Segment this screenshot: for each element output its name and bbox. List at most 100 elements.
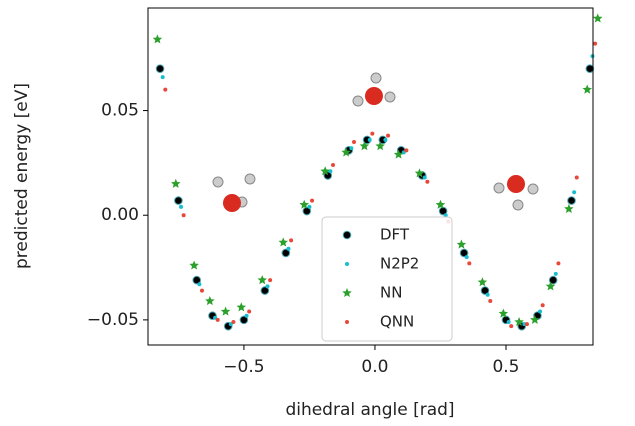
- dot-marker: [488, 299, 493, 304]
- dot-marker: [163, 87, 168, 92]
- dot-marker: [422, 175, 427, 180]
- dot-marker: [328, 169, 333, 174]
- star-marker: [456, 239, 467, 249]
- circle-marker: [155, 64, 165, 74]
- axes-frame: [147, 7, 594, 346]
- star-marker: [257, 275, 267, 285]
- dot-marker: [593, 41, 598, 46]
- y-tick-label: −0.05: [87, 310, 139, 330]
- dot-marker: [244, 313, 249, 318]
- molecule-icon: [493, 175, 539, 211]
- circle-marker: [281, 248, 291, 258]
- star-marker: [564, 203, 574, 213]
- dot-marker: [467, 261, 472, 266]
- star-marker: [393, 149, 404, 159]
- star-marker: [320, 166, 330, 176]
- star-marker: [205, 296, 215, 306]
- star-marker: [498, 308, 509, 318]
- circle-marker: [174, 196, 183, 205]
- dot-marker: [349, 146, 354, 151]
- dot-marker: [199, 288, 204, 293]
- dot-marker: [310, 198, 315, 203]
- circle-marker: [239, 315, 249, 325]
- circle-marker: [302, 206, 312, 216]
- legend-swatch: [342, 288, 352, 297]
- dot-marker: [572, 190, 577, 195]
- star-marker: [593, 13, 603, 23]
- dot-marker: [538, 309, 543, 314]
- dot-marker: [425, 179, 430, 184]
- dot-marker: [286, 246, 291, 251]
- star-marker: [236, 302, 247, 312]
- circle-marker: [459, 248, 469, 258]
- y-axis-label: predicted energy [eV]: [12, 83, 32, 269]
- dot-marker: [215, 317, 220, 322]
- legend-label: N2P2: [380, 255, 419, 273]
- circle-marker: [192, 275, 202, 285]
- star-marker: [171, 178, 181, 188]
- y-tick-label: 0.05: [101, 101, 139, 121]
- molecule-icon: [212, 173, 256, 212]
- star-marker: [278, 237, 288, 247]
- y-tick-label: 0.00: [101, 205, 139, 225]
- x-tick-label: −0.5: [223, 357, 264, 377]
- legend: DFT N2P2 NN QNN: [321, 216, 453, 342]
- dot-marker: [386, 133, 391, 138]
- star-marker: [435, 199, 446, 209]
- dot-marker: [370, 131, 375, 136]
- dot-marker: [383, 137, 388, 142]
- dot-marker: [590, 54, 595, 59]
- dot-marker: [265, 284, 270, 289]
- circle-marker: [585, 64, 595, 74]
- dot-marker: [179, 204, 184, 209]
- star-marker: [514, 317, 524, 326]
- dot-marker: [404, 148, 409, 153]
- star-marker: [477, 277, 488, 287]
- dot-marker: [553, 271, 558, 276]
- circle-marker: [567, 196, 576, 205]
- legend-swatch: [345, 320, 349, 324]
- dot-marker: [485, 292, 490, 297]
- x-tick-label: 0.0: [361, 357, 388, 377]
- dot-marker: [181, 213, 186, 218]
- star-marker: [299, 199, 309, 209]
- plot-area: [152, 13, 603, 331]
- star-marker: [359, 141, 370, 151]
- dot-marker: [509, 324, 514, 329]
- x-tick-label: 0.5: [492, 357, 519, 377]
- star-marker: [341, 147, 351, 157]
- circle-marker: [548, 275, 558, 285]
- legend-label: DFT: [380, 226, 410, 244]
- x-axis-label: dihedral angle [rad]: [285, 400, 454, 420]
- star-marker: [530, 314, 540, 324]
- dot-marker: [351, 139, 356, 144]
- legend-swatch: [342, 230, 352, 240]
- dot-marker: [464, 255, 469, 260]
- dot-marker: [540, 303, 545, 308]
- legend-label: NN: [380, 284, 402, 302]
- dot-marker: [367, 137, 372, 142]
- legend-box: [321, 216, 453, 342]
- molecule-icon: [352, 72, 396, 107]
- dot-marker: [268, 278, 273, 283]
- legend-swatch: [345, 262, 349, 266]
- dot-marker: [443, 213, 448, 218]
- dot-marker: [556, 261, 561, 266]
- star-marker: [220, 306, 231, 316]
- dot-marker: [331, 162, 336, 167]
- star-marker: [582, 84, 592, 94]
- dot-marker: [160, 75, 165, 80]
- dot-marker: [247, 309, 252, 314]
- circle-marker: [260, 286, 270, 295]
- dot-marker: [231, 319, 236, 324]
- dot-marker: [506, 319, 511, 324]
- star-marker: [414, 168, 425, 178]
- legend-label: QNN: [380, 313, 414, 331]
- star-marker: [152, 34, 163, 44]
- dot-marker: [289, 238, 294, 243]
- star-marker: [545, 281, 556, 291]
- star-marker: [189, 260, 199, 270]
- star-marker: [375, 141, 385, 151]
- circle-marker: [438, 206, 448, 216]
